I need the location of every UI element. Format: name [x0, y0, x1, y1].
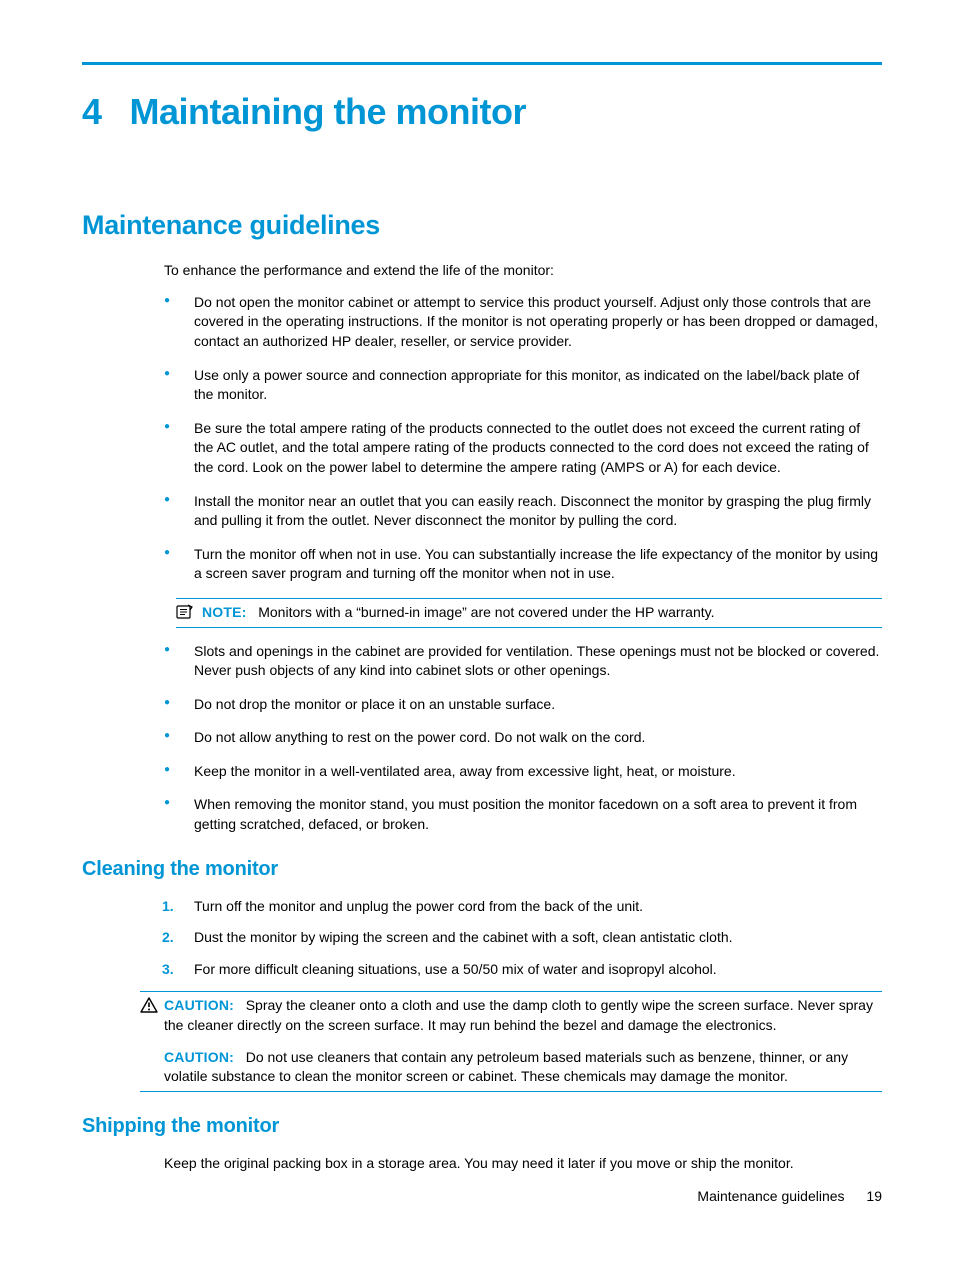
note-icon: [176, 604, 194, 620]
list-item: Do not drop the monitor or place it on a…: [164, 695, 882, 715]
section-heading-cleaning: Cleaning the monitor: [82, 855, 882, 883]
list-item: Use only a power source and connection a…: [164, 366, 882, 405]
chapter-number: 4: [82, 87, 102, 137]
footer-section-name: Maintenance guidelines: [697, 1188, 844, 1204]
section-heading-shipping: Shipping the monitor: [82, 1112, 882, 1140]
list-item: Do not allow anything to rest on the pow…: [164, 728, 882, 748]
list-item: Do not open the monitor cabinet or attem…: [164, 293, 882, 352]
caution-label: CAUTION:: [164, 997, 234, 1013]
caution-label: CAUTION:: [164, 1049, 234, 1065]
shipping-body: Keep the original packing box in a stora…: [164, 1154, 882, 1174]
note-body: Monitors with a “burned-in image” are no…: [258, 604, 714, 620]
caution-text-1: CAUTION: Spray the cleaner onto a cloth …: [164, 996, 882, 1035]
note-label: NOTE:: [202, 604, 247, 620]
list-item: When removing the monitor stand, you mus…: [164, 795, 882, 834]
page-footer: Maintenance guidelines 19: [697, 1187, 882, 1207]
list-item: Be sure the total ampere rating of the p…: [164, 419, 882, 478]
top-rule: [82, 62, 882, 65]
list-item: Turn off the monitor and unplug the powe…: [154, 897, 882, 917]
list-item: Keep the monitor in a well-ventilated ar…: [164, 762, 882, 782]
caution-icon: [140, 997, 158, 1013]
caution-body: Spray the cleaner onto a cloth and use t…: [164, 997, 873, 1033]
list-item: Slots and openings in the cabinet are pr…: [164, 642, 882, 681]
ordered-list: Turn off the monitor and unplug the powe…: [154, 897, 882, 980]
bullet-list-b: Slots and openings in the cabinet are pr…: [164, 642, 882, 835]
footer-page-number: 19: [866, 1188, 882, 1204]
caution-row-1: CAUTION: Spray the cleaner onto a cloth …: [140, 996, 882, 1035]
list-item: Turn the monitor off when not in use. Yo…: [164, 545, 882, 584]
list-item: Dust the monitor by wiping the screen an…: [154, 928, 882, 948]
caution-block: CAUTION: Spray the cleaner onto a cloth …: [140, 991, 882, 1091]
chapter-heading: 4 Maintaining the monitor: [82, 87, 882, 137]
page-container: 4 Maintaining the monitor Maintenance gu…: [0, 0, 954, 1225]
list-item: For more difficult cleaning situations, …: [154, 960, 882, 980]
bullet-list-a: Do not open the monitor cabinet or attem…: [164, 293, 882, 584]
intro-text: To enhance the performance and extend th…: [164, 261, 882, 281]
caution-text-2: CAUTION: Do not use cleaners that contai…: [164, 1048, 882, 1087]
chapter-title: Maintaining the monitor: [130, 87, 526, 137]
note-text: NOTE: Monitors with a “burned-in image” …: [202, 603, 715, 623]
list-item: Install the monitor near an outlet that …: [164, 492, 882, 531]
note-block: NOTE: Monitors with a “burned-in image” …: [176, 598, 882, 628]
caution-body: Do not use cleaners that contain any pet…: [164, 1049, 848, 1085]
section-heading-maintenance: Maintenance guidelines: [82, 207, 882, 245]
